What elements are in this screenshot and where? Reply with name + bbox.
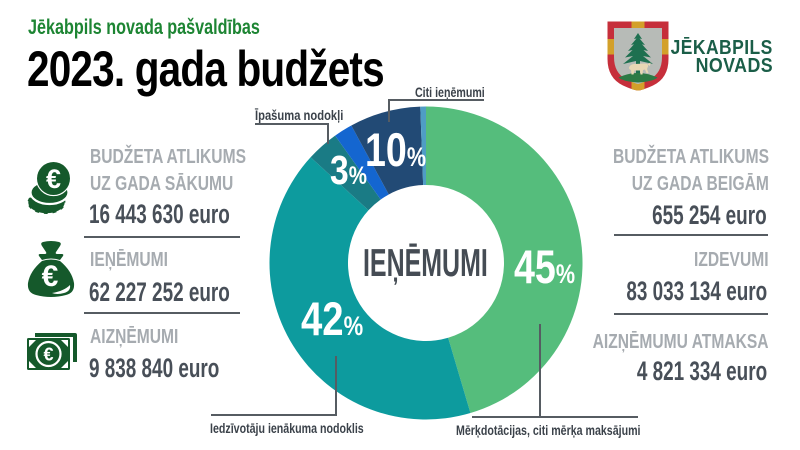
svg-text:€: € bbox=[43, 345, 53, 365]
svg-text:€: € bbox=[46, 164, 61, 194]
svg-text:€: € bbox=[42, 260, 59, 293]
